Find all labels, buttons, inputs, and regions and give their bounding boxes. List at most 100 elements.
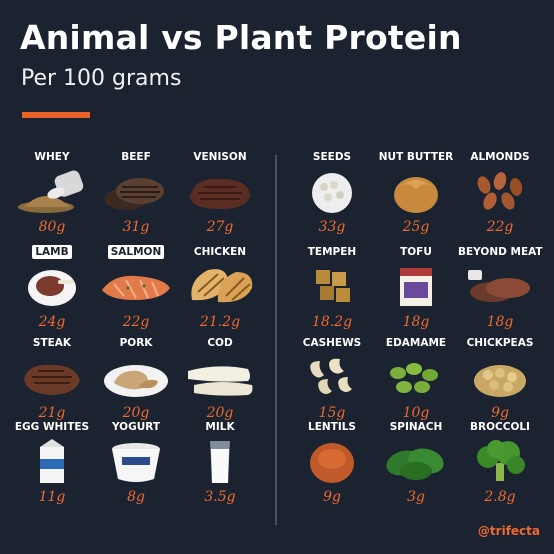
almonds-icon: [477, 172, 523, 210]
page-title: Animal vs Plant Protein: [20, 18, 462, 57]
food-item-egg-whites: EGG WHITES 11g: [10, 420, 94, 512]
protein-value: 18g: [402, 314, 430, 330]
food-item-edamame: EDAMAME 10g: [374, 336, 458, 428]
steak-icon: [24, 364, 80, 395]
food-item-spinach: SPINACH 3g: [374, 420, 458, 512]
food-label: STEAK: [32, 337, 72, 349]
food-label: PORK: [119, 337, 153, 349]
food-item-chickpeas: CHICKPEAS 9g: [458, 336, 542, 428]
protein-value: 11g: [38, 489, 66, 505]
protein-value: 9g: [491, 405, 509, 421]
food-item-steak: STEAK 21g: [10, 336, 94, 428]
food-item-yogurt: YOGURT 8g: [94, 420, 178, 512]
protein-value: 8g: [127, 489, 145, 505]
food-item-milk: MILK 3.5g: [178, 420, 262, 512]
protein-value: 18g: [486, 314, 514, 330]
food-label: BEEF: [121, 151, 151, 163]
protein-value: 27g: [206, 219, 234, 235]
protein-value: 24g: [38, 314, 66, 330]
protein-value: 18.2g: [311, 314, 353, 330]
food-label: ALMONDS: [470, 151, 530, 163]
salmon-fillet-icon: [102, 275, 170, 300]
page-subtitle: Per 100 grams: [21, 66, 182, 91]
tempeh-cubes-icon: [316, 270, 350, 302]
protein-value: 31g: [122, 219, 150, 235]
food-label: LENTILS: [308, 421, 356, 433]
lentils-icon: [310, 443, 354, 483]
food-label: EGG WHITES: [14, 421, 90, 433]
protein-value: 15g: [318, 405, 346, 421]
food-item-venison: VENISON 27g: [178, 150, 262, 242]
protein-value: 10g: [402, 405, 430, 421]
food-item-chicken: CHICKEN 21.2g: [178, 245, 262, 337]
food-item-almonds: ALMONDS 22g: [458, 150, 542, 242]
food-label: BEYOND MEAT: [458, 246, 543, 258]
food-item-whey: WHEY 80g: [10, 150, 94, 242]
column-divider: [275, 155, 277, 525]
food-label: SEEDS: [312, 151, 352, 163]
food-label: TEMPEH: [307, 246, 357, 258]
venison-steak-icon: [190, 178, 250, 209]
food-item-tofu: TOFU 18g: [374, 245, 458, 337]
food-item-beyond-meat: BEYOND MEAT 18g: [458, 245, 543, 337]
protein-value: 21.2g: [199, 314, 241, 330]
food-item-broccoli: BROCCOLI 2.8g: [458, 420, 542, 512]
protein-value: 22g: [486, 219, 514, 235]
protein-value: 25g: [402, 219, 430, 235]
protein-value: 80g: [38, 219, 66, 235]
pork-plate-icon: [104, 365, 168, 397]
food-label: CASHEWS: [302, 337, 362, 349]
food-label: NUT BUTTER: [378, 151, 454, 163]
whey-powder-icon: [18, 170, 84, 213]
protein-value: 22g: [122, 314, 150, 330]
brand-handle: @trifecta: [477, 524, 540, 538]
beyond-meat-patties-icon: [468, 270, 530, 302]
food-label: CHICKPEAS: [466, 337, 534, 349]
milk-glass-icon: [210, 441, 230, 483]
protein-value: 3.5g: [204, 489, 236, 505]
beef-patties-icon: [104, 178, 164, 210]
food-label: SALMON: [107, 245, 165, 259]
protein-value: 2.8g: [484, 489, 516, 505]
food-label: YOGURT: [111, 421, 161, 433]
cod-fillet-icon: [188, 366, 253, 396]
cashews-icon: [310, 358, 352, 394]
food-item-seeds: SEEDS 33g: [290, 150, 374, 242]
food-label: WHEY: [34, 151, 70, 163]
food-item-pork: PORK 20g: [94, 336, 178, 428]
food-label: EDAMAME: [385, 337, 447, 349]
protein-value: 20g: [122, 405, 150, 421]
plant-protein-grid: SEEDS 33g NUT BUTTER 25g ALMONDS 22g TEM…: [290, 150, 545, 530]
food-item-lentils: LENTILS 9g: [290, 420, 374, 512]
food-label: TOFU: [400, 246, 432, 258]
animal-protein-grid: WHEY 80g BEEF 31g VENISON 27g LAMB: [10, 150, 260, 530]
accent-bar: [22, 112, 90, 118]
food-label: CHICKEN: [193, 246, 247, 258]
spinach-icon: [386, 448, 444, 480]
food-label: VENISON: [193, 151, 247, 163]
food-item-beef: BEEF 31g: [94, 150, 178, 242]
egg-whites-carton-icon: [40, 439, 64, 483]
food-item-cod: COD 20g: [178, 336, 262, 428]
protein-value: 20g: [206, 405, 234, 421]
food-item-lamb: LAMB 24g: [10, 245, 94, 337]
broccoli-icon: [477, 440, 525, 481]
grilled-chicken-icon: [191, 269, 253, 303]
protein-value: 21g: [38, 405, 66, 421]
chickpeas-icon: [474, 365, 526, 397]
food-item-salmon: SALMON 22g: [94, 245, 178, 337]
food-label: COD: [207, 337, 233, 349]
yogurt-cup-icon: [112, 443, 160, 482]
seeds-bowl-icon: [312, 173, 352, 213]
food-label: MILK: [205, 421, 235, 433]
nut-butter-icon: [394, 177, 438, 213]
protein-value: 9g: [323, 489, 341, 505]
food-item-cashews: CASHEWS 15g: [290, 336, 374, 428]
food-item-nut-butter: NUT BUTTER 25g: [374, 150, 458, 242]
lamb-plate-icon: [28, 270, 76, 306]
edamame-icon: [390, 363, 438, 393]
protein-value: 3g: [407, 489, 425, 505]
protein-value: 33g: [318, 219, 346, 235]
food-label: SPINACH: [389, 421, 443, 433]
food-item-tempeh: TEMPEH 18.2g: [290, 245, 374, 337]
